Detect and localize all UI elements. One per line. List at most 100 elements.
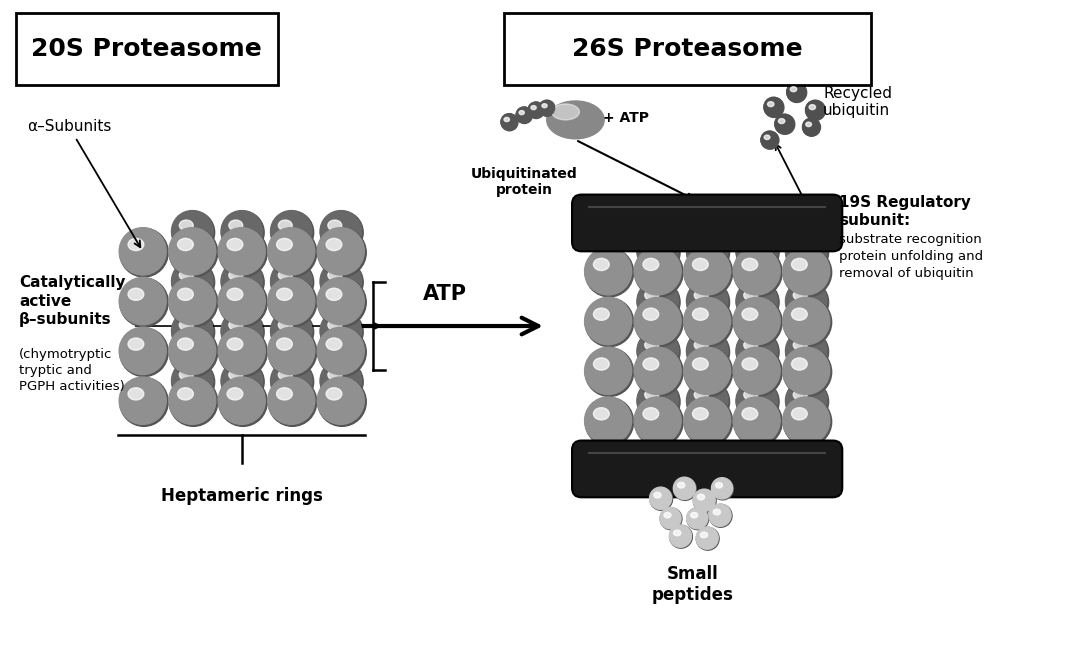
Circle shape: [638, 231, 680, 274]
Ellipse shape: [229, 369, 242, 380]
Circle shape: [539, 100, 554, 116]
Ellipse shape: [643, 408, 659, 420]
Ellipse shape: [279, 369, 293, 380]
Circle shape: [169, 327, 216, 375]
Ellipse shape: [743, 290, 757, 301]
Ellipse shape: [531, 106, 536, 110]
Ellipse shape: [794, 389, 807, 400]
Ellipse shape: [279, 220, 293, 231]
Circle shape: [687, 231, 728, 272]
Ellipse shape: [179, 270, 193, 280]
Circle shape: [786, 281, 829, 324]
Circle shape: [218, 327, 265, 375]
Circle shape: [783, 397, 830, 444]
Ellipse shape: [227, 338, 242, 350]
Circle shape: [693, 489, 717, 512]
Circle shape: [539, 100, 555, 116]
Circle shape: [584, 397, 631, 444]
Circle shape: [783, 397, 832, 446]
Circle shape: [634, 347, 681, 395]
Ellipse shape: [326, 338, 342, 350]
Circle shape: [317, 377, 366, 426]
Ellipse shape: [791, 408, 807, 420]
Circle shape: [709, 504, 732, 527]
Ellipse shape: [742, 408, 758, 420]
Circle shape: [268, 328, 317, 377]
Ellipse shape: [594, 408, 609, 420]
Circle shape: [221, 311, 264, 354]
Circle shape: [670, 525, 692, 548]
Circle shape: [169, 328, 218, 377]
Circle shape: [733, 397, 781, 444]
Circle shape: [736, 380, 778, 422]
Circle shape: [120, 377, 167, 424]
Ellipse shape: [594, 358, 609, 370]
Circle shape: [172, 311, 215, 354]
Circle shape: [787, 83, 806, 102]
Circle shape: [736, 231, 779, 274]
Ellipse shape: [328, 369, 342, 380]
Circle shape: [774, 114, 794, 134]
Circle shape: [803, 118, 820, 136]
Circle shape: [268, 377, 317, 426]
Circle shape: [221, 310, 263, 352]
Circle shape: [736, 330, 779, 373]
Circle shape: [736, 281, 779, 324]
Circle shape: [733, 297, 781, 344]
Circle shape: [674, 477, 696, 500]
Ellipse shape: [227, 388, 242, 400]
Circle shape: [687, 330, 728, 371]
Circle shape: [585, 348, 633, 397]
Circle shape: [786, 330, 829, 373]
Ellipse shape: [179, 369, 193, 380]
Text: Heptameric rings: Heptameric rings: [161, 487, 323, 505]
Circle shape: [764, 97, 783, 116]
Circle shape: [320, 360, 363, 403]
Ellipse shape: [177, 239, 193, 251]
Circle shape: [120, 228, 168, 277]
Ellipse shape: [277, 239, 293, 251]
Circle shape: [585, 397, 633, 446]
Ellipse shape: [594, 308, 609, 321]
Circle shape: [687, 380, 728, 422]
Ellipse shape: [277, 388, 293, 400]
Ellipse shape: [643, 258, 659, 270]
Ellipse shape: [713, 509, 721, 515]
Circle shape: [270, 360, 312, 402]
Circle shape: [684, 397, 731, 444]
Ellipse shape: [692, 408, 708, 420]
Circle shape: [271, 311, 314, 354]
Circle shape: [120, 278, 168, 327]
Ellipse shape: [277, 338, 293, 350]
Ellipse shape: [794, 340, 807, 350]
Circle shape: [649, 487, 672, 510]
Circle shape: [783, 298, 832, 346]
Ellipse shape: [643, 308, 659, 321]
Ellipse shape: [128, 338, 144, 350]
Ellipse shape: [674, 530, 681, 536]
Ellipse shape: [701, 532, 708, 538]
Circle shape: [529, 102, 545, 118]
Circle shape: [786, 231, 829, 274]
Ellipse shape: [179, 220, 193, 231]
Ellipse shape: [128, 288, 144, 300]
Circle shape: [516, 107, 533, 124]
Circle shape: [120, 377, 168, 426]
Circle shape: [634, 248, 684, 297]
Circle shape: [585, 298, 633, 346]
Circle shape: [634, 248, 681, 295]
Ellipse shape: [277, 288, 293, 300]
Circle shape: [696, 527, 718, 549]
Circle shape: [317, 227, 364, 275]
Circle shape: [219, 228, 267, 277]
Ellipse shape: [547, 101, 604, 139]
Ellipse shape: [229, 270, 242, 280]
Circle shape: [637, 380, 678, 422]
Circle shape: [320, 311, 363, 354]
Ellipse shape: [643, 358, 659, 370]
Circle shape: [169, 228, 218, 277]
Circle shape: [120, 278, 167, 325]
Circle shape: [271, 261, 314, 304]
Ellipse shape: [791, 308, 807, 321]
FancyBboxPatch shape: [504, 13, 870, 85]
